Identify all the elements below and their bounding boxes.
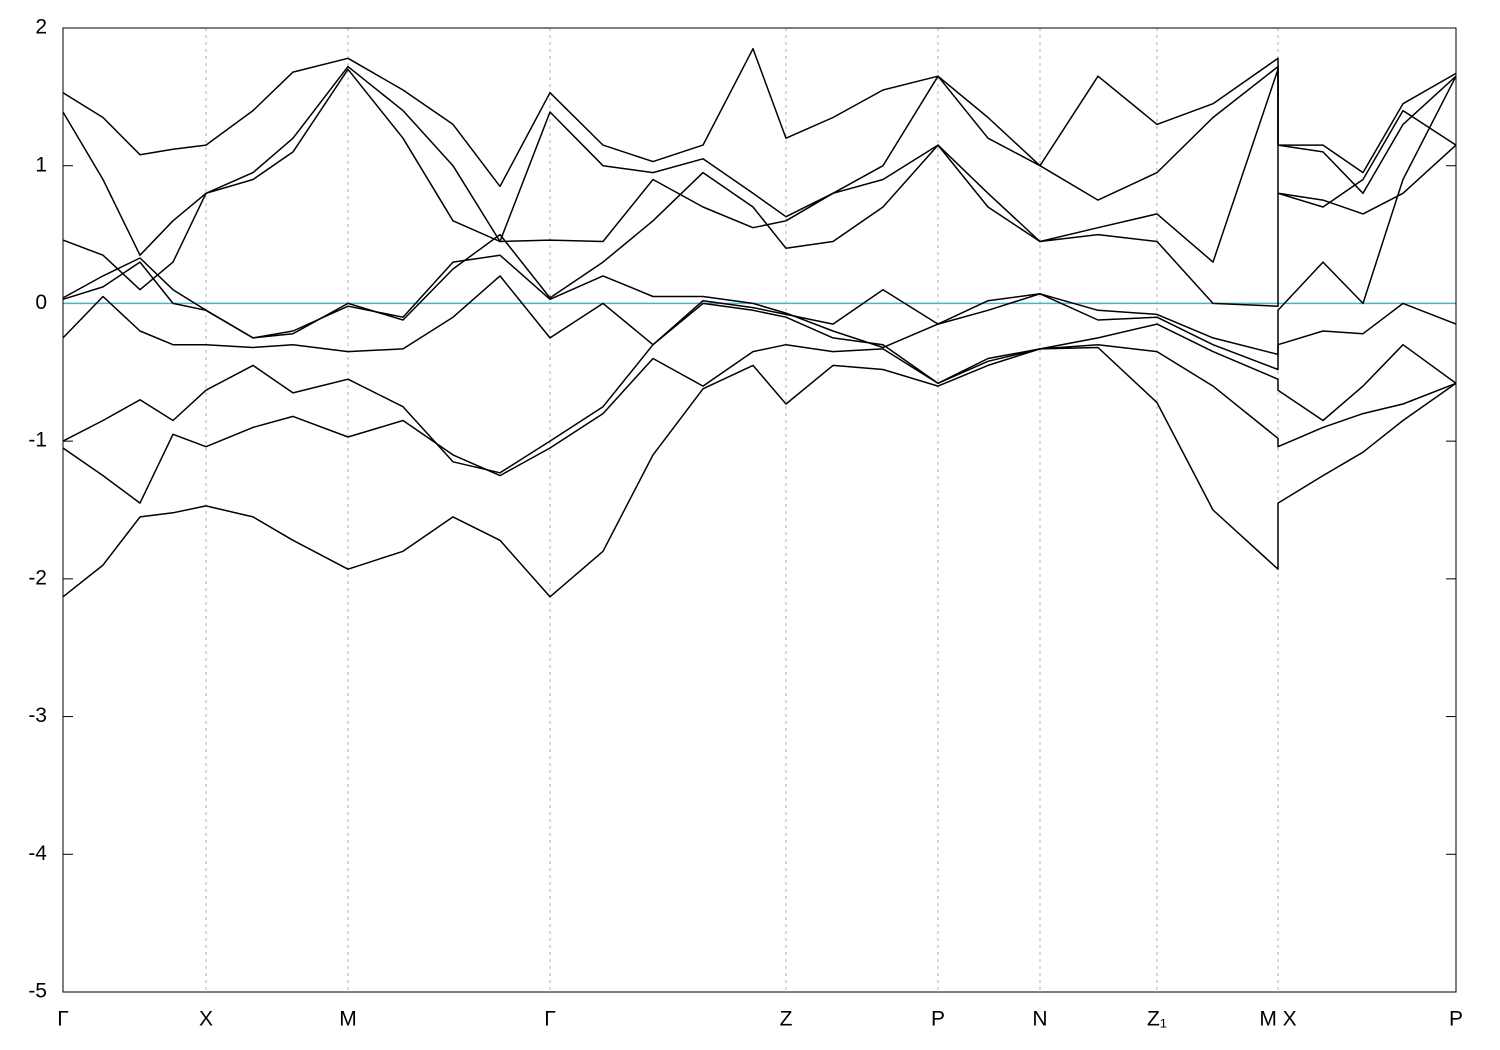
x-tick-label: M X: [1259, 1008, 1296, 1031]
y-tick-label: -2: [28, 566, 47, 589]
band-line: [62, 68, 1457, 291]
x-tick-label: Z₁: [1147, 1008, 1167, 1031]
y-tick-label: -5: [28, 980, 47, 1003]
x-tick-label: Γ: [544, 1008, 556, 1031]
y-tick-label: 0: [35, 291, 47, 314]
x-tick-label: N: [1032, 1008, 1047, 1031]
x-tick-label: X: [199, 1008, 213, 1031]
band-line: [62, 47, 1457, 188]
y-tick-label: -3: [28, 704, 47, 727]
band-line: [62, 144, 1457, 339]
plot-frame: [62, 27, 1457, 993]
x-tick-label: P: [931, 1008, 945, 1031]
band-line: [62, 275, 1457, 371]
band-line: [62, 302, 1457, 474]
band-line: [62, 346, 1457, 598]
y-tick-label: -1: [28, 429, 47, 452]
y-tick-label: -4: [28, 842, 47, 865]
x-tick-label: P: [1449, 1008, 1463, 1031]
x-tick-label: Γ: [57, 1008, 69, 1031]
band-line: [62, 343, 1457, 504]
x-tick-label: Z: [780, 1008, 793, 1031]
y-tick-label: 1: [35, 153, 47, 176]
y-tick-label: 2: [35, 16, 47, 39]
x-tick-label: M: [339, 1008, 357, 1031]
